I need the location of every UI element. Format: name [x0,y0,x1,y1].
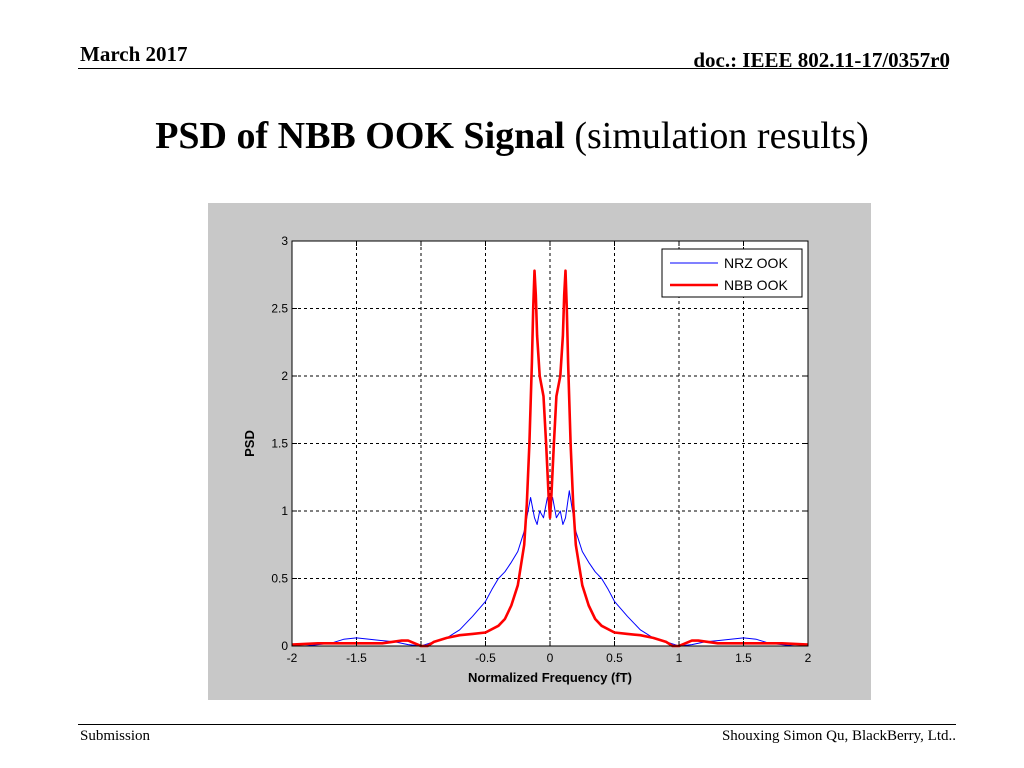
x-tick-label: -0.5 [475,651,496,665]
y-axis-label: PSD [242,430,257,457]
header-date: March 2017 [80,42,188,66]
legend-label: NRZ OOK [724,255,788,271]
x-tick-label: 1.5 [735,651,752,665]
slide-title-bold: PSD of NBB OOK Signal [155,115,565,157]
footer-rule [78,724,956,725]
x-tick-label: 0 [547,651,554,665]
psd-figure: -2 -1.5 -1 -0.5 0 0.5 1 1.5 2 0 0.5 1 1.5 2 2.5 3 Normal… [208,203,871,700]
psd-chart: -2 -1.5 -1 -0.5 0 0.5 1 1.5 2 0 0.5 1 1.5 2 2.5 3 Normal… [242,234,812,685]
y-tick-label: 0 [281,639,288,653]
footer-submission: Submission [80,728,151,744]
legend-box [661,248,803,298]
legend-label: NBB OOK [724,277,788,293]
y-tick-label: 3 [281,234,288,248]
y-tick-label: 1.5 [271,437,288,451]
x-tick-label: -1 [416,651,427,665]
slide-title: PSD of NBB OOK Signal (simulation result… [0,114,1024,158]
footer-author: Shouxing Simon Qu, BlackBerry, Ltd.. [721,728,956,744]
x-axis-label: Normalized Frequency (fT) [468,670,632,685]
y-tick-label: 1 [281,504,288,518]
header-rule [78,68,948,69]
header-doc-id: doc.: IEEE 802.11-17/0357r0 [693,48,950,72]
slide-title-rest: (simulation results) [564,115,869,157]
series-line-nbb-ook [291,269,809,648]
x-tick-label: 1 [676,651,683,665]
y-tick-label: 2.5 [271,302,288,316]
y-tick-label: 0.5 [271,572,288,586]
y-tick-label: 2 [281,369,288,383]
x-tick-label: 2 [805,651,812,665]
x-tick-label: -2 [287,651,298,665]
x-tick-label: -1.5 [346,651,367,665]
x-tick-label: 0.5 [606,651,623,665]
